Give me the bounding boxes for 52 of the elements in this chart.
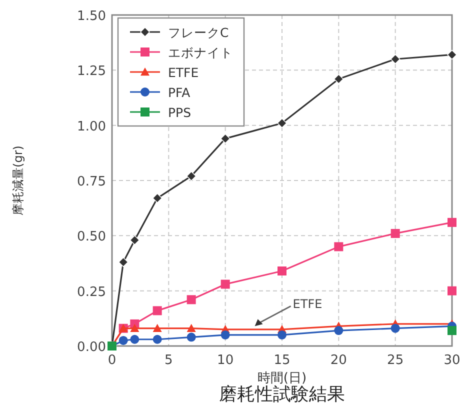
point <box>130 235 140 245</box>
point <box>186 324 196 332</box>
point <box>186 295 196 304</box>
x-tick-label: 20 <box>330 353 347 368</box>
y-tick-label: 0.00 <box>77 340 106 355</box>
point <box>152 324 162 332</box>
point <box>152 334 162 344</box>
point <box>220 134 230 144</box>
point <box>390 54 400 64</box>
point <box>277 118 287 128</box>
point <box>278 330 286 340</box>
x-tick-label: 25 <box>387 353 404 368</box>
y-tick-label: 0.75 <box>77 174 106 190</box>
point <box>278 266 286 276</box>
x-tick-label: 0 <box>108 353 116 368</box>
legend-label: PPS <box>168 105 192 120</box>
point <box>118 257 128 267</box>
point <box>186 332 196 342</box>
point <box>220 330 230 340</box>
point <box>152 193 162 204</box>
point <box>118 336 128 345</box>
y-tick-label: 0.25 <box>77 284 106 300</box>
point <box>447 50 457 60</box>
point <box>186 171 196 181</box>
point <box>448 326 456 336</box>
x-axis-title: 時間(日) <box>257 371 307 386</box>
point <box>152 306 162 316</box>
point <box>390 228 400 238</box>
point <box>334 74 344 84</box>
x-tick-label: 15 <box>274 353 290 368</box>
point <box>334 242 344 252</box>
point <box>448 286 456 296</box>
point <box>448 218 456 227</box>
x-tick-label: 30 <box>444 353 460 368</box>
y-tick-label: 1.00 <box>77 119 106 134</box>
text: 磨耗性試験結果 <box>219 384 345 405</box>
legend-label: フレークC <box>168 25 229 40</box>
y-tick-label: 0.50 <box>77 230 106 245</box>
y-tick-label: 1.25 <box>77 64 106 80</box>
point <box>130 324 140 332</box>
point <box>334 326 344 336</box>
y-axis-title: 摩耗減量(gr) <box>11 146 25 216</box>
point <box>390 324 400 333</box>
point <box>130 334 140 344</box>
annotation: ETFE <box>292 297 322 312</box>
x-tick-label: 5 <box>164 353 173 368</box>
legend-label: ETFE <box>168 65 199 80</box>
x-tick-label: 10 <box>217 353 234 368</box>
legend-label: PFA <box>168 85 191 100</box>
legend-label: エボナイト <box>168 45 233 60</box>
y-tick-label: 1.50 <box>77 9 106 24</box>
point <box>220 280 230 289</box>
